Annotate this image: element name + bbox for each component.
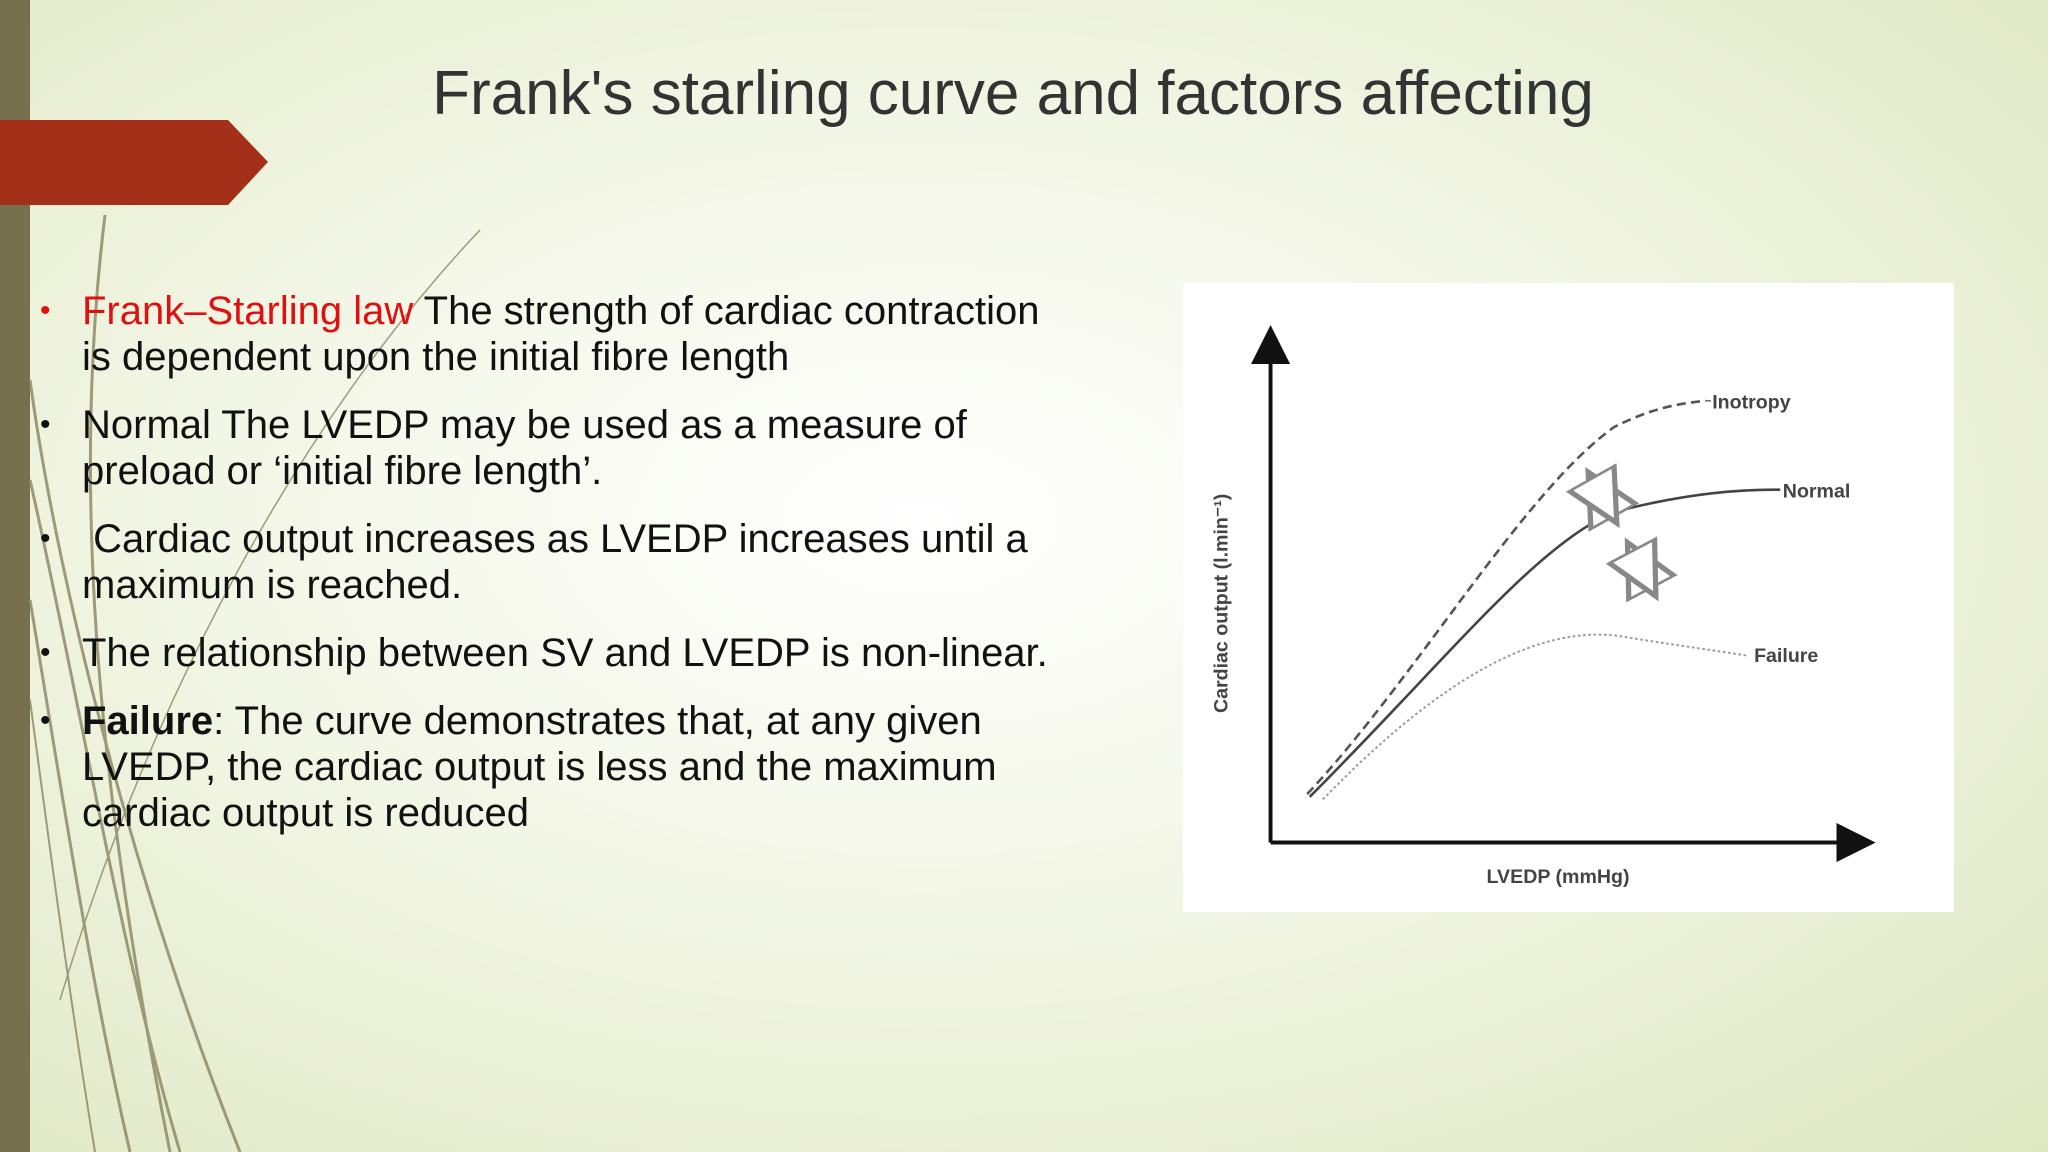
shift-arrow <box>1591 477 1615 519</box>
title-arrow <box>0 120 268 205</box>
bullet-list: Frank–Starling law The strength of cardi… <box>40 288 1050 858</box>
bullet-text: The relationship between SV and LVEDP is… <box>82 631 1048 675</box>
curve-label: Normal <box>1783 481 1851 503</box>
inotropy-curve <box>1306 399 1706 796</box>
bullet-lead: Failure <box>82 699 214 743</box>
bullet-text: Normal The LVEDP may be used as a measur… <box>82 403 967 493</box>
bullet-lead: Frank–Starling law <box>82 289 414 333</box>
bullet: Cardiac output increases as LVEDP increa… <box>40 516 1050 608</box>
curve-label: Inotropy <box>1712 392 1790 414</box>
shift-arrow <box>1630 547 1654 591</box>
bullet: Failure: The curve demonstrates that, at… <box>40 698 1050 836</box>
bullet: Frank–Starling law The strength of cardi… <box>40 288 1050 380</box>
slide-title: Frank's starling curve and factors affec… <box>432 59 1594 128</box>
x-axis-label: LVEDP (mmHg) <box>1487 866 1630 888</box>
figure: Inotropy Normal Failure LVEDP (mmHg) Car… <box>1183 283 1954 912</box>
bullet-text: The strength of cardiac contraction is d… <box>82 289 1040 379</box>
bullet-text: : The curve demonstrates that, at any gi… <box>82 699 997 835</box>
normal-curve <box>1308 488 1774 798</box>
bullet: The relationship between SV and LVEDP is… <box>40 630 1050 676</box>
failure-curve <box>1322 633 1748 801</box>
bullet-text: Cardiac output increases as LVEDP increa… <box>82 517 1039 607</box>
bullet: Normal The LVEDP may be used as a measur… <box>40 402 1050 494</box>
starling-diagram: Inotropy Normal Failure LVEDP (mmHg) Car… <box>1210 325 1876 888</box>
y-axis-label: Cardiac output (l.min⁻¹) <box>1210 494 1232 713</box>
curve-label: Failure <box>1754 645 1818 667</box>
